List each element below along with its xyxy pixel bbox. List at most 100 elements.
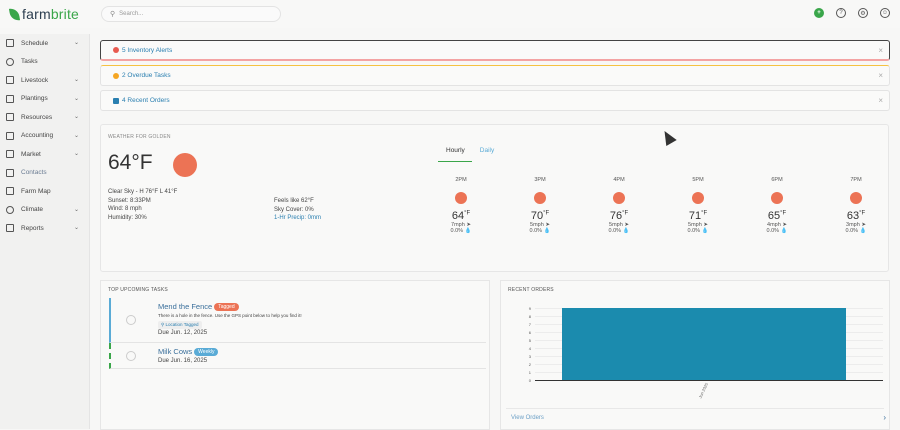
feels-like: Feels like 62°F: [274, 198, 314, 204]
tab-hourly[interactable]: Hourly: [438, 145, 472, 162]
sidebar-item-label: Climate: [21, 206, 44, 214]
x-tick-label: Jun 2025: [697, 381, 709, 400]
hour-time: 6PM: [771, 177, 783, 183]
hour-temp: 64: [451, 210, 465, 222]
sidebar-item-resources[interactable]: Resources ⌄: [0, 108, 89, 127]
hour-time: 4PM: [613, 177, 625, 183]
calendar-icon: [6, 39, 14, 48]
logo[interactable]: farmbrite: [8, 6, 100, 22]
task-due: Due Jun. 16, 2025: [158, 358, 208, 364]
task-row[interactable]: Milk Cows Weekly Due Jun. 16, 2025: [109, 343, 486, 369]
weather-tabs: Hourly Daily: [438, 145, 501, 162]
panel-title: RECENT ORDERS: [508, 287, 554, 293]
map-icon: [6, 187, 14, 196]
alert-inventory[interactable]: 5 Inventory Alerts ×: [100, 40, 890, 61]
task-title[interactable]: Mend the Fence: [158, 302, 213, 311]
hour-temp: 63: [846, 210, 860, 222]
hour-wind: 3mph: [846, 222, 860, 228]
complete-checkbox[interactable]: [126, 315, 136, 325]
hour-precip: 0.0%: [450, 228, 464, 234]
hour-wind: 5mph: [530, 222, 544, 228]
sun-icon: [850, 192, 862, 204]
sidebar-item-contacts[interactable]: Contacts: [0, 164, 89, 183]
clock-icon: [113, 72, 119, 79]
cow-icon: [6, 76, 14, 85]
close-icon[interactable]: ×: [878, 71, 883, 80]
sidebar-item-climate[interactable]: Climate ⌄: [0, 201, 89, 220]
orders-chart: 9 8 7 6 5 4 3 2 1 0 Jun 2025: [523, 306, 883, 399]
close-icon[interactable]: ×: [878, 96, 883, 105]
sidebar-item-label: Contacts: [21, 169, 47, 177]
hour-wind: 4mph: [767, 222, 781, 228]
task-row[interactable]: Mend the Fence Tagged There is a hole in …: [109, 298, 486, 343]
sidebar-item-label: Livestock: [21, 76, 49, 84]
panel-title: TOP UPCOMING TASKS: [108, 287, 168, 293]
sidebar-item-label: Market: [21, 150, 41, 158]
task-due: Due Jun. 12, 2025: [158, 330, 208, 336]
weather-panel: WEATHER FOR GOLDEN 64°F Clear Sky - H 76…: [100, 124, 889, 272]
alerts-area: 5 Inventory Alerts × 2 Overdue Tasks × 4 R…: [100, 40, 890, 115]
hour-time: 3PM: [534, 177, 546, 183]
view-orders-link[interactable]: View Orders: [511, 415, 544, 421]
task-badge: Weekly: [194, 348, 219, 357]
close-icon[interactable]: ×: [878, 46, 883, 55]
sidebar-item-market[interactable]: Market ⌄: [0, 145, 89, 164]
alert-label[interactable]: 5 Inventory Alerts: [122, 46, 173, 54]
sidebar-item-tasks[interactable]: Tasks: [0, 53, 89, 72]
alert-label[interactable]: 2 Overdue Tasks: [122, 72, 171, 79]
tab-daily[interactable]: Daily: [479, 147, 495, 154]
hour-item: 5PM 71°F 5mph ➤ 0.0% 💧: [668, 177, 728, 234]
alert-label[interactable]: 4 Recent Orders: [122, 97, 170, 104]
hour-temp: 76: [609, 210, 623, 222]
orders-icon: [113, 97, 119, 104]
hour-precip: 0.0%: [608, 228, 622, 234]
sky-cover: Sky Cover: 0%: [274, 206, 314, 213]
top-bar: farmbrite ⚲ Search... + ? ⚙ ☺: [0, 0, 900, 28]
sidebar-item-plantings[interactable]: Plantings ⌄: [0, 90, 89, 109]
location-tag[interactable]: ⚲ Location Tagged: [158, 321, 202, 329]
hour-precip: 0.0%: [766, 228, 780, 234]
sidebar-item-accounting[interactable]: Accounting ⌄: [0, 127, 89, 146]
chevron-right-icon[interactable]: ›: [883, 413, 886, 422]
hour-precip: 0.0%: [845, 228, 859, 234]
help-icon[interactable]: ?: [836, 8, 846, 18]
humidity: Humidity: 30%: [108, 214, 147, 221]
user-icon[interactable]: ☺: [880, 8, 890, 18]
report-icon: [6, 224, 14, 233]
sidebar-item-livestock[interactable]: Livestock ⌄: [0, 71, 89, 90]
hour-item: 2PM 64°F 7mph ➤ 0.0% 💧: [431, 177, 491, 234]
sidebar-item-label: Schedule: [21, 39, 49, 47]
sidebar-item-label: Accounting: [21, 132, 54, 140]
sidebar-item-label: Reports: [21, 224, 44, 232]
sun-icon: [613, 192, 625, 204]
chevron-down-icon: ⌄: [73, 40, 79, 46]
search-input[interactable]: ⚲ Search...: [101, 6, 281, 22]
gear-icon[interactable]: ⚙: [858, 8, 868, 18]
sun-icon: [173, 153, 197, 177]
hour-wind: 7mph: [451, 222, 465, 228]
chart-bar[interactable]: [562, 308, 846, 380]
sidebar-item-label: Resources: [21, 113, 53, 121]
alert-overdue[interactable]: 2 Overdue Tasks ×: [100, 65, 890, 86]
complete-checkbox[interactable]: [126, 351, 136, 361]
sun-icon: [534, 192, 546, 204]
sidebar-item-label: Plantings: [21, 95, 48, 103]
contacts-icon: [6, 168, 14, 177]
chevron-down-icon: ⌄: [73, 114, 79, 120]
sidebar-item-schedule[interactable]: Schedule ⌄: [0, 34, 89, 53]
hour-temp: 65: [767, 210, 781, 222]
hour-time: 7PM: [850, 177, 862, 183]
search-icon: ⚲: [110, 11, 116, 18]
sidebar-item-farm-map[interactable]: Farm Map: [0, 182, 89, 201]
hour-temp: 71: [688, 210, 702, 222]
alert-orders[interactable]: 4 Recent Orders ×: [100, 90, 890, 111]
search-placeholder: Search...: [119, 11, 144, 17]
location-label: Location Tagged: [165, 322, 199, 327]
sidebar-item-reports[interactable]: Reports ⌄: [0, 219, 89, 238]
chevron-down-icon: ⌄: [73, 206, 79, 213]
precip: 1-Hr Precip: 0mm: [274, 215, 322, 221]
add-icon[interactable]: +: [814, 8, 824, 18]
chevron-down-icon: ⌄: [73, 95, 79, 102]
task-title[interactable]: Milk Cows: [158, 347, 193, 356]
brand-name: farmbrite: [22, 6, 80, 22]
